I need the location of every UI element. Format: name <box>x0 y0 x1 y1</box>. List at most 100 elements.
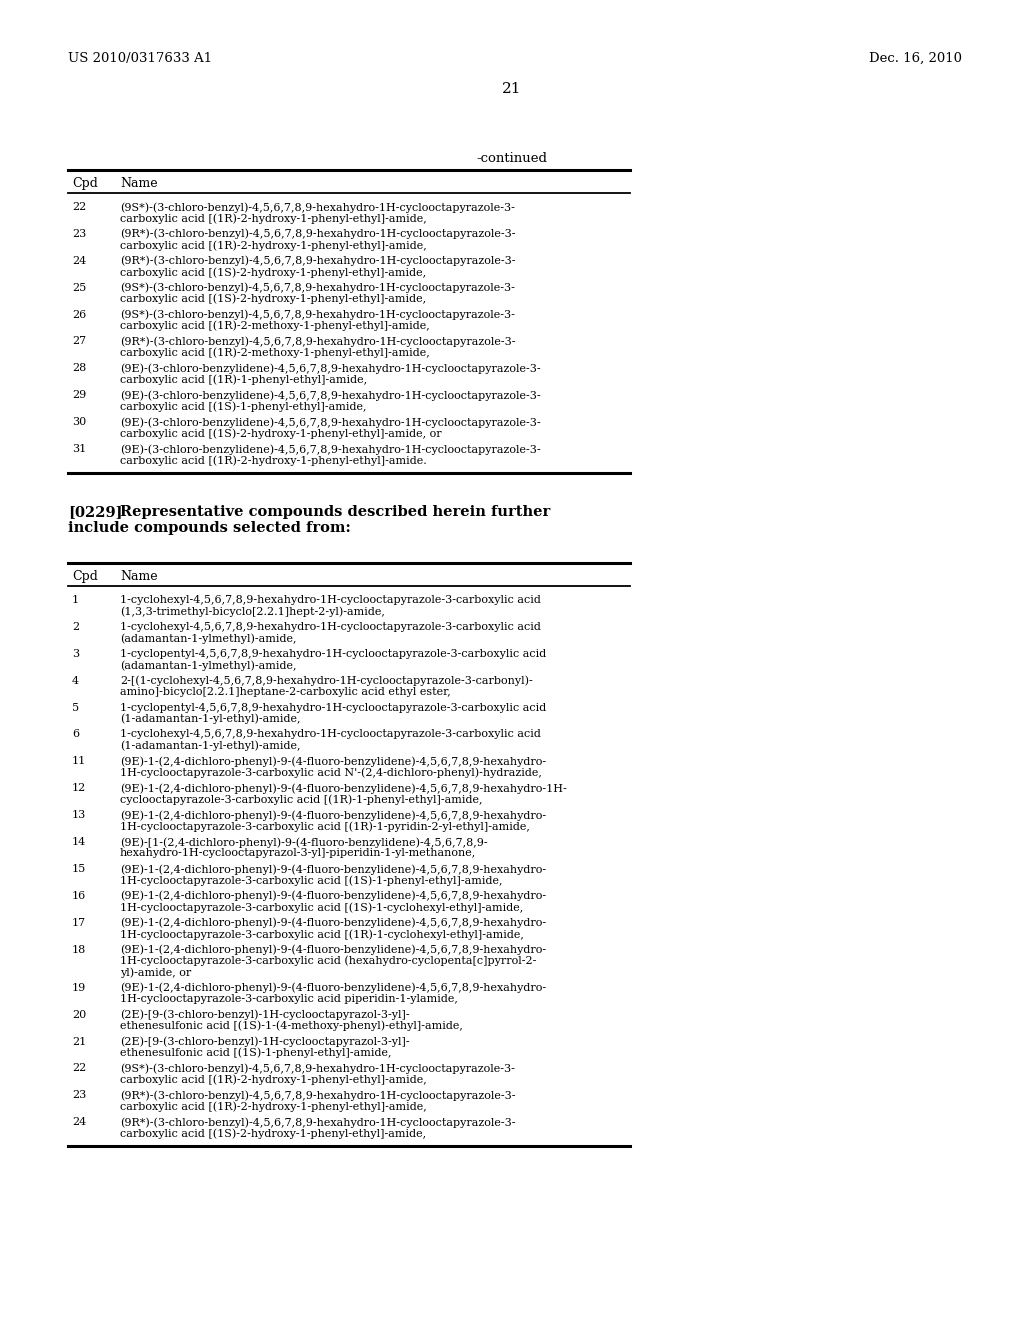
Text: (9S*)-(3-chloro-benzyl)-4,5,6,7,8,9-hexahydro-1H-cyclooctapyrazole-3-: (9S*)-(3-chloro-benzyl)-4,5,6,7,8,9-hexa… <box>120 310 515 321</box>
Text: (9E)-(3-chloro-benzylidene)-4,5,6,7,8,9-hexahydro-1H-cyclooctapyrazole-3-: (9E)-(3-chloro-benzylidene)-4,5,6,7,8,9-… <box>120 363 541 374</box>
Text: 4: 4 <box>72 676 79 685</box>
Text: ethenesulfonic acid [(1S)-1-(4-methoxy-phenyl)-ethyl]-amide,: ethenesulfonic acid [(1S)-1-(4-methoxy-p… <box>120 1020 463 1031</box>
Text: 16: 16 <box>72 891 86 900</box>
Text: ethenesulfonic acid [(1S)-1-phenyl-ethyl]-amide,: ethenesulfonic acid [(1S)-1-phenyl-ethyl… <box>120 1048 391 1059</box>
Text: 28: 28 <box>72 363 86 374</box>
Text: Dec. 16, 2010: Dec. 16, 2010 <box>869 51 962 65</box>
Text: carboxylic acid [(1S)-2-hydroxy-1-phenyl-ethyl]-amide,: carboxylic acid [(1S)-2-hydroxy-1-phenyl… <box>120 267 426 277</box>
Text: 26: 26 <box>72 310 86 319</box>
Text: Name: Name <box>120 177 158 190</box>
Text: carboxylic acid [(1R)-2-hydroxy-1-phenyl-ethyl]-amide,: carboxylic acid [(1R)-2-hydroxy-1-phenyl… <box>120 1074 427 1085</box>
Text: carboxylic acid [(1R)-2-hydroxy-1-phenyl-ethyl]-amide,: carboxylic acid [(1R)-2-hydroxy-1-phenyl… <box>120 1102 427 1113</box>
Text: (9E)-1-(2,4-dichloro-phenyl)-9-(4-fluoro-benzylidene)-4,5,6,7,8,9-hexahydro-: (9E)-1-(2,4-dichloro-phenyl)-9-(4-fluoro… <box>120 756 546 767</box>
Text: (9E)-(3-chloro-benzylidene)-4,5,6,7,8,9-hexahydro-1H-cyclooctapyrazole-3-: (9E)-(3-chloro-benzylidene)-4,5,6,7,8,9-… <box>120 391 541 401</box>
Text: 24: 24 <box>72 1117 86 1127</box>
Text: 1H-cyclooctapyrazole-3-carboxylic acid [(1R)-1-pyridin-2-yl-ethyl]-amide,: 1H-cyclooctapyrazole-3-carboxylic acid [… <box>120 821 529 832</box>
Text: carboxylic acid [(1R)-2-hydroxy-1-phenyl-ethyl]-amide.: carboxylic acid [(1R)-2-hydroxy-1-phenyl… <box>120 455 427 466</box>
Text: 1H-cyclooctapyrazole-3-carboxylic acid N'-(2,4-dichloro-phenyl)-hydrazide,: 1H-cyclooctapyrazole-3-carboxylic acid N… <box>120 768 542 779</box>
Text: (9R*)-(3-chloro-benzyl)-4,5,6,7,8,9-hexahydro-1H-cyclooctapyrazole-3-: (9R*)-(3-chloro-benzyl)-4,5,6,7,8,9-hexa… <box>120 1117 515 1127</box>
Text: carboxylic acid [(1R)-2-hydroxy-1-phenyl-ethyl]-amide,: carboxylic acid [(1R)-2-hydroxy-1-phenyl… <box>120 214 427 224</box>
Text: 23: 23 <box>72 228 86 239</box>
Text: hexahydro-1H-cyclooctapyrazol-3-yl]-piperidin-1-yl-methanone,: hexahydro-1H-cyclooctapyrazol-3-yl]-pipe… <box>120 849 476 858</box>
Text: 24: 24 <box>72 256 86 265</box>
Text: 3: 3 <box>72 649 79 659</box>
Text: carboxylic acid [(1R)-2-hydroxy-1-phenyl-ethyl]-amide,: carboxylic acid [(1R)-2-hydroxy-1-phenyl… <box>120 240 427 251</box>
Text: 20: 20 <box>72 1010 86 1019</box>
Text: (9E)-1-(2,4-dichloro-phenyl)-9-(4-fluoro-benzylidene)-4,5,6,7,8,9-hexahydro-: (9E)-1-(2,4-dichloro-phenyl)-9-(4-fluoro… <box>120 917 546 928</box>
Text: (9S*)-(3-chloro-benzyl)-4,5,6,7,8,9-hexahydro-1H-cyclooctapyrazole-3-: (9S*)-(3-chloro-benzyl)-4,5,6,7,8,9-hexa… <box>120 282 515 293</box>
Text: carboxylic acid [(1R)-1-phenyl-ethyl]-amide,: carboxylic acid [(1R)-1-phenyl-ethyl]-am… <box>120 375 368 385</box>
Text: 21: 21 <box>72 1036 86 1047</box>
Text: (1-adamantan-1-yl-ethyl)-amide,: (1-adamantan-1-yl-ethyl)-amide, <box>120 714 300 725</box>
Text: 21: 21 <box>502 82 522 96</box>
Text: yl)-amide, or: yl)-amide, or <box>120 968 191 978</box>
Text: 22: 22 <box>72 202 86 213</box>
Text: (1,3,3-trimethyl-bicyclo[2.2.1]hept-2-yl)-amide,: (1,3,3-trimethyl-bicyclo[2.2.1]hept-2-yl… <box>120 606 385 616</box>
Text: 1-cyclohexyl-4,5,6,7,8,9-hexahydro-1H-cyclooctapyrazole-3-carboxylic acid: 1-cyclohexyl-4,5,6,7,8,9-hexahydro-1H-cy… <box>120 595 541 605</box>
Text: 11: 11 <box>72 756 86 767</box>
Text: 30: 30 <box>72 417 86 428</box>
Text: 1H-cyclooctapyrazole-3-carboxylic acid (hexahydro-cyclopenta[c]pyrrol-2-: 1H-cyclooctapyrazole-3-carboxylic acid (… <box>120 956 537 966</box>
Text: 1-cyclopentyl-4,5,6,7,8,9-hexahydro-1H-cyclooctapyrazole-3-carboxylic acid: 1-cyclopentyl-4,5,6,7,8,9-hexahydro-1H-c… <box>120 702 546 713</box>
Text: (9E)-(3-chloro-benzylidene)-4,5,6,7,8,9-hexahydro-1H-cyclooctapyrazole-3-: (9E)-(3-chloro-benzylidene)-4,5,6,7,8,9-… <box>120 444 541 454</box>
Text: 17: 17 <box>72 917 86 928</box>
Text: 1-cyclohexyl-4,5,6,7,8,9-hexahydro-1H-cyclooctapyrazole-3-carboxylic acid: 1-cyclohexyl-4,5,6,7,8,9-hexahydro-1H-cy… <box>120 730 541 739</box>
Text: 1-cyclopentyl-4,5,6,7,8,9-hexahydro-1H-cyclooctapyrazole-3-carboxylic acid: 1-cyclopentyl-4,5,6,7,8,9-hexahydro-1H-c… <box>120 649 546 659</box>
Text: carboxylic acid [(1S)-2-hydroxy-1-phenyl-ethyl]-amide,: carboxylic acid [(1S)-2-hydroxy-1-phenyl… <box>120 294 426 305</box>
Text: carboxylic acid [(1S)-2-hydroxy-1-phenyl-ethyl]-amide, or: carboxylic acid [(1S)-2-hydroxy-1-phenyl… <box>120 429 441 440</box>
Text: 22: 22 <box>72 1064 86 1073</box>
Text: 1-cyclohexyl-4,5,6,7,8,9-hexahydro-1H-cyclooctapyrazole-3-carboxylic acid: 1-cyclohexyl-4,5,6,7,8,9-hexahydro-1H-cy… <box>120 622 541 632</box>
Text: (9S*)-(3-chloro-benzyl)-4,5,6,7,8,9-hexahydro-1H-cyclooctapyrazole-3-: (9S*)-(3-chloro-benzyl)-4,5,6,7,8,9-hexa… <box>120 202 515 213</box>
Text: 15: 15 <box>72 865 86 874</box>
Text: (9R*)-(3-chloro-benzyl)-4,5,6,7,8,9-hexahydro-1H-cyclooctapyrazole-3-: (9R*)-(3-chloro-benzyl)-4,5,6,7,8,9-hexa… <box>120 256 515 267</box>
Text: (9S*)-(3-chloro-benzyl)-4,5,6,7,8,9-hexahydro-1H-cyclooctapyrazole-3-: (9S*)-(3-chloro-benzyl)-4,5,6,7,8,9-hexa… <box>120 1064 515 1074</box>
Text: 5: 5 <box>72 702 79 713</box>
Text: (2E)-[9-(3-chloro-benzyl)-1H-cyclooctapyrazol-3-yl]-: (2E)-[9-(3-chloro-benzyl)-1H-cyclooctapy… <box>120 1010 410 1020</box>
Text: carboxylic acid [(1S)-2-hydroxy-1-phenyl-ethyl]-amide,: carboxylic acid [(1S)-2-hydroxy-1-phenyl… <box>120 1129 426 1139</box>
Text: 18: 18 <box>72 945 86 954</box>
Text: Name: Name <box>120 570 158 583</box>
Text: (9E)-(3-chloro-benzylidene)-4,5,6,7,8,9-hexahydro-1H-cyclooctapyrazole-3-: (9E)-(3-chloro-benzylidene)-4,5,6,7,8,9-… <box>120 417 541 428</box>
Text: 12: 12 <box>72 783 86 793</box>
Text: amino]-bicyclo[2.2.1]heptane-2-carboxylic acid ethyl ester,: amino]-bicyclo[2.2.1]heptane-2-carboxyli… <box>120 686 451 697</box>
Text: 6: 6 <box>72 730 79 739</box>
Text: (9R*)-(3-chloro-benzyl)-4,5,6,7,8,9-hexahydro-1H-cyclooctapyrazole-3-: (9R*)-(3-chloro-benzyl)-4,5,6,7,8,9-hexa… <box>120 1090 515 1101</box>
Text: 1: 1 <box>72 595 79 605</box>
Text: 23: 23 <box>72 1090 86 1101</box>
Text: 2: 2 <box>72 622 79 632</box>
Text: 1H-cyclooctapyrazole-3-carboxylic acid [(1R)-1-cyclohexyl-ethyl]-amide,: 1H-cyclooctapyrazole-3-carboxylic acid [… <box>120 929 524 940</box>
Text: 14: 14 <box>72 837 86 847</box>
Text: cyclooctapyrazole-3-carboxylic acid [(1R)-1-phenyl-ethyl]-amide,: cyclooctapyrazole-3-carboxylic acid [(1R… <box>120 795 482 805</box>
Text: Cpd: Cpd <box>72 177 98 190</box>
Text: (9E)-1-(2,4-dichloro-phenyl)-9-(4-fluoro-benzylidene)-4,5,6,7,8,9-hexahydro-: (9E)-1-(2,4-dichloro-phenyl)-9-(4-fluoro… <box>120 810 546 821</box>
Text: (9E)-1-(2,4-dichloro-phenyl)-9-(4-fluoro-benzylidene)-4,5,6,7,8,9-hexahydro-1H-: (9E)-1-(2,4-dichloro-phenyl)-9-(4-fluoro… <box>120 783 566 793</box>
Text: (adamantan-1-ylmethyl)-amide,: (adamantan-1-ylmethyl)-amide, <box>120 634 297 644</box>
Text: 29: 29 <box>72 391 86 400</box>
Text: 31: 31 <box>72 444 86 454</box>
Text: 1H-cyclooctapyrazole-3-carboxylic acid [(1S)-1-phenyl-ethyl]-amide,: 1H-cyclooctapyrazole-3-carboxylic acid [… <box>120 875 503 886</box>
Text: US 2010/0317633 A1: US 2010/0317633 A1 <box>68 51 212 65</box>
Text: (9R*)-(3-chloro-benzyl)-4,5,6,7,8,9-hexahydro-1H-cyclooctapyrazole-3-: (9R*)-(3-chloro-benzyl)-4,5,6,7,8,9-hexa… <box>120 337 515 347</box>
Text: 1H-cyclooctapyrazole-3-carboxylic acid piperidin-1-ylamide,: 1H-cyclooctapyrazole-3-carboxylic acid p… <box>120 994 458 1005</box>
Text: (9E)-1-(2,4-dichloro-phenyl)-9-(4-fluoro-benzylidene)-4,5,6,7,8,9-hexahydro-: (9E)-1-(2,4-dichloro-phenyl)-9-(4-fluoro… <box>120 865 546 875</box>
Text: Cpd: Cpd <box>72 570 98 583</box>
Text: 25: 25 <box>72 282 86 293</box>
Text: 27: 27 <box>72 337 86 346</box>
Text: (9E)-1-(2,4-dichloro-phenyl)-9-(4-fluoro-benzylidene)-4,5,6,7,8,9-hexahydro-: (9E)-1-(2,4-dichloro-phenyl)-9-(4-fluoro… <box>120 891 546 902</box>
Text: Representative compounds described herein further: Representative compounds described herei… <box>120 506 550 519</box>
Text: (adamantan-1-ylmethyl)-amide,: (adamantan-1-ylmethyl)-amide, <box>120 660 297 671</box>
Text: carboxylic acid [(1S)-1-phenyl-ethyl]-amide,: carboxylic acid [(1S)-1-phenyl-ethyl]-am… <box>120 401 367 412</box>
Text: carboxylic acid [(1R)-2-methoxy-1-phenyl-ethyl]-amide,: carboxylic acid [(1R)-2-methoxy-1-phenyl… <box>120 321 430 331</box>
Text: (9R*)-(3-chloro-benzyl)-4,5,6,7,8,9-hexahydro-1H-cyclooctapyrazole-3-: (9R*)-(3-chloro-benzyl)-4,5,6,7,8,9-hexa… <box>120 228 515 239</box>
Text: (9E)-[1-(2,4-dichloro-phenyl)-9-(4-fluoro-benzylidene)-4,5,6,7,8,9-: (9E)-[1-(2,4-dichloro-phenyl)-9-(4-fluor… <box>120 837 487 847</box>
Text: 13: 13 <box>72 810 86 820</box>
Text: 1H-cyclooctapyrazole-3-carboxylic acid [(1S)-1-cyclohexyl-ethyl]-amide,: 1H-cyclooctapyrazole-3-carboxylic acid [… <box>120 902 523 912</box>
Text: (2E)-[9-(3-chloro-benzyl)-1H-cyclooctapyrazol-3-yl]-: (2E)-[9-(3-chloro-benzyl)-1H-cyclooctapy… <box>120 1036 410 1047</box>
Text: 2-[(1-cyclohexyl-4,5,6,7,8,9-hexahydro-1H-cyclooctapyrazole-3-carbonyl)-: 2-[(1-cyclohexyl-4,5,6,7,8,9-hexahydro-1… <box>120 676 532 686</box>
Text: (1-adamantan-1-yl-ethyl)-amide,: (1-adamantan-1-yl-ethyl)-amide, <box>120 741 300 751</box>
Text: 19: 19 <box>72 983 86 993</box>
Text: carboxylic acid [(1R)-2-methoxy-1-phenyl-ethyl]-amide,: carboxylic acid [(1R)-2-methoxy-1-phenyl… <box>120 347 430 358</box>
Text: -continued: -continued <box>476 152 548 165</box>
Text: include compounds selected from:: include compounds selected from: <box>68 521 351 535</box>
Text: (9E)-1-(2,4-dichloro-phenyl)-9-(4-fluoro-benzylidene)-4,5,6,7,8,9-hexahydro-: (9E)-1-(2,4-dichloro-phenyl)-9-(4-fluoro… <box>120 945 546 956</box>
